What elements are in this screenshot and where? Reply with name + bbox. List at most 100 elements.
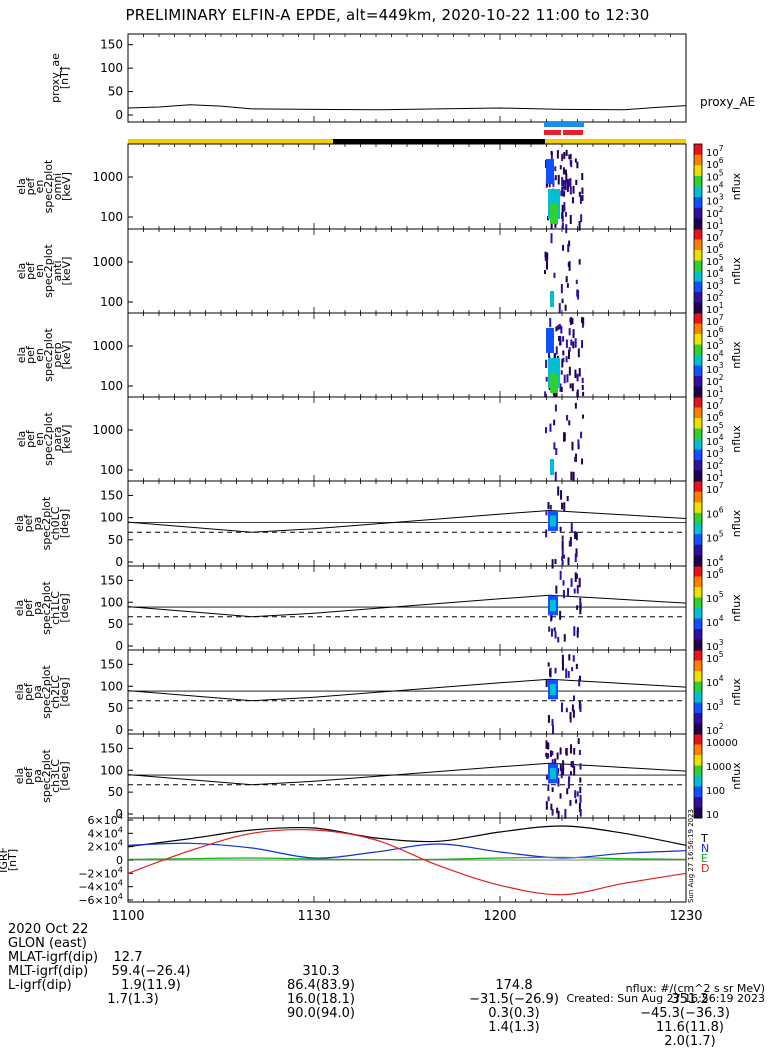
spectrogram-pixel: [561, 153, 564, 162]
pitch-angle-pixel: [578, 577, 581, 588]
colorbar-tick-label: 105: [706, 253, 724, 268]
pitch-angle-ylabel-word: pa: [31, 685, 44, 699]
pitch-angle-pixel: [565, 747, 568, 754]
spectrogram-pixel: [545, 376, 548, 382]
pitch-angle-pixel: [557, 777, 560, 787]
colorbar-segment: [694, 523, 702, 535]
proxy-ae-line: [127, 104, 687, 111]
y-tick-label: 100: [100, 210, 123, 224]
colorbar-segment: [694, 175, 702, 187]
spectrogram-pixel: [569, 178, 572, 187]
page-title: PRELIMINARY ELFIN-A EPDE, alt=449km, 202…: [125, 6, 650, 24]
colorbar-segment: [694, 165, 702, 177]
pitch-angle-pixel: [567, 670, 570, 678]
spectrogram-pixel: [553, 353, 556, 359]
pitch-angle-pixel: [559, 764, 562, 772]
pitch-angle-pixel: [579, 777, 582, 783]
colorbar-tick-label: 100: [706, 786, 725, 797]
y-tick-label: 0: [115, 555, 123, 569]
colorbar-segment: [694, 576, 702, 588]
pitch-angle-pixel: [554, 667, 557, 674]
spectrogram-pixel: [565, 173, 568, 183]
pitch-angle-pixel: [578, 802, 581, 812]
pitch-angle-pixel: [576, 573, 579, 579]
colorbar-segment: [694, 566, 702, 577]
pitch-angle-pixel: [569, 800, 572, 806]
colorbar-tick-label: 101: [706, 385, 724, 400]
colorbar-tick-label: 103: [706, 193, 724, 208]
footer-label: 2020 Oct 22: [8, 922, 89, 937]
colorbar-tick-label: 105: [706, 590, 724, 605]
colorbar-segment: [694, 470, 702, 482]
spectrogram-pixel: [563, 152, 566, 159]
colorbar-segment: [694, 292, 702, 303]
colorbar-tick-label: 10: [706, 810, 719, 821]
pitch-angle-pixel: [559, 747, 562, 755]
colorbar-tick-label: 106: [706, 241, 724, 256]
colorbar-segment: [694, 355, 702, 366]
colorbar-segment: [694, 734, 702, 745]
pitch-angle-pixel: [557, 636, 560, 643]
pitch-angle-pixel: [547, 796, 550, 802]
spectrogram-pixel: [581, 458, 584, 465]
energy-ylabel-word: en: [33, 432, 46, 446]
spectrogram-pixel: [561, 298, 564, 304]
footer-value: 310.3: [302, 964, 340, 979]
spectrogram-pixel: [554, 175, 557, 181]
spectrogram-pixel: [568, 240, 571, 247]
colorbar: [693, 480, 703, 567]
spectrogram-pixel: [577, 444, 580, 450]
y-tick-label: 150: [100, 488, 123, 502]
colorbar-segment: [694, 313, 702, 324]
spectrogram-pixel: [548, 354, 551, 361]
colorbar-tick-label: 104: [706, 181, 724, 196]
time-axis-label: 1130: [297, 909, 330, 924]
spectrogram-pixel: [577, 348, 580, 358]
spectrogram-pixel: [575, 279, 578, 285]
spectrogram-pixel: [576, 161, 579, 169]
pitch-angle-pixel: [561, 535, 564, 541]
spectrogram-pixel: [548, 182, 551, 188]
pitch-angle-pixel: [563, 502, 566, 512]
colorbar-tick-label: 102: [706, 289, 724, 304]
spectrogram-pixel: [560, 283, 563, 294]
pitch-angle-pixel: [573, 588, 576, 594]
spectrogram-pixel: [571, 197, 574, 204]
spectrogram-pixel: [563, 191, 566, 197]
energy-ylabel-word: spec2plot: [42, 328, 55, 382]
y-tick-label: 50: [108, 701, 123, 715]
pitch-angle-pixel: [559, 610, 562, 620]
y-tick-label: 1000: [92, 170, 123, 184]
energy-ylabel-word: pef: [24, 261, 37, 280]
spectrogram-pixel: [581, 384, 584, 390]
pitch-angle-pixel: [550, 803, 553, 811]
colorbar-title: nflux: [730, 594, 743, 622]
footer-value: 59.4(−26.4): [111, 964, 191, 979]
colorbar-segment: [694, 660, 702, 672]
spectrogram-pixel: [579, 195, 582, 204]
spectrogram-pixel: [578, 259, 581, 265]
colorbar-tick-label: 105: [706, 337, 724, 352]
pitch-angle-pixel: [549, 504, 552, 510]
colorbar-tick-label: 101: [706, 301, 724, 316]
footer-value: 174.8: [495, 978, 533, 993]
colorbar-tick-label: 103: [706, 698, 724, 713]
energy-ylabel-word: ela: [15, 347, 28, 364]
spectrogram-pixel: [574, 369, 577, 379]
pitch-angle-pixel: [573, 765, 576, 776]
pitch-angle-pixel: [547, 662, 550, 667]
colorbar-title: nflux: [730, 341, 743, 369]
pitch-angle-pixel: [551, 750, 554, 756]
colorbar-segment: [694, 418, 702, 429]
footer-value: 90.0(94.0): [286, 1006, 356, 1021]
spectrogram-pixel: [566, 283, 569, 288]
spectrogram-pixel: [544, 391, 547, 397]
pitch-angle-ylabel-word: spec2plot: [40, 665, 53, 719]
pitch-angle-ylabel-word: pef: [22, 766, 35, 785]
pitch-angle-pixel: [570, 744, 573, 754]
pitch-angle-pixel: [551, 559, 554, 569]
colorbar-segment: [694, 618, 702, 630]
pitch-angle-pixel: [545, 774, 548, 780]
proxy-ae-ylabel-word: [nT]: [58, 67, 71, 89]
spectrogram-pixel: [567, 243, 570, 253]
